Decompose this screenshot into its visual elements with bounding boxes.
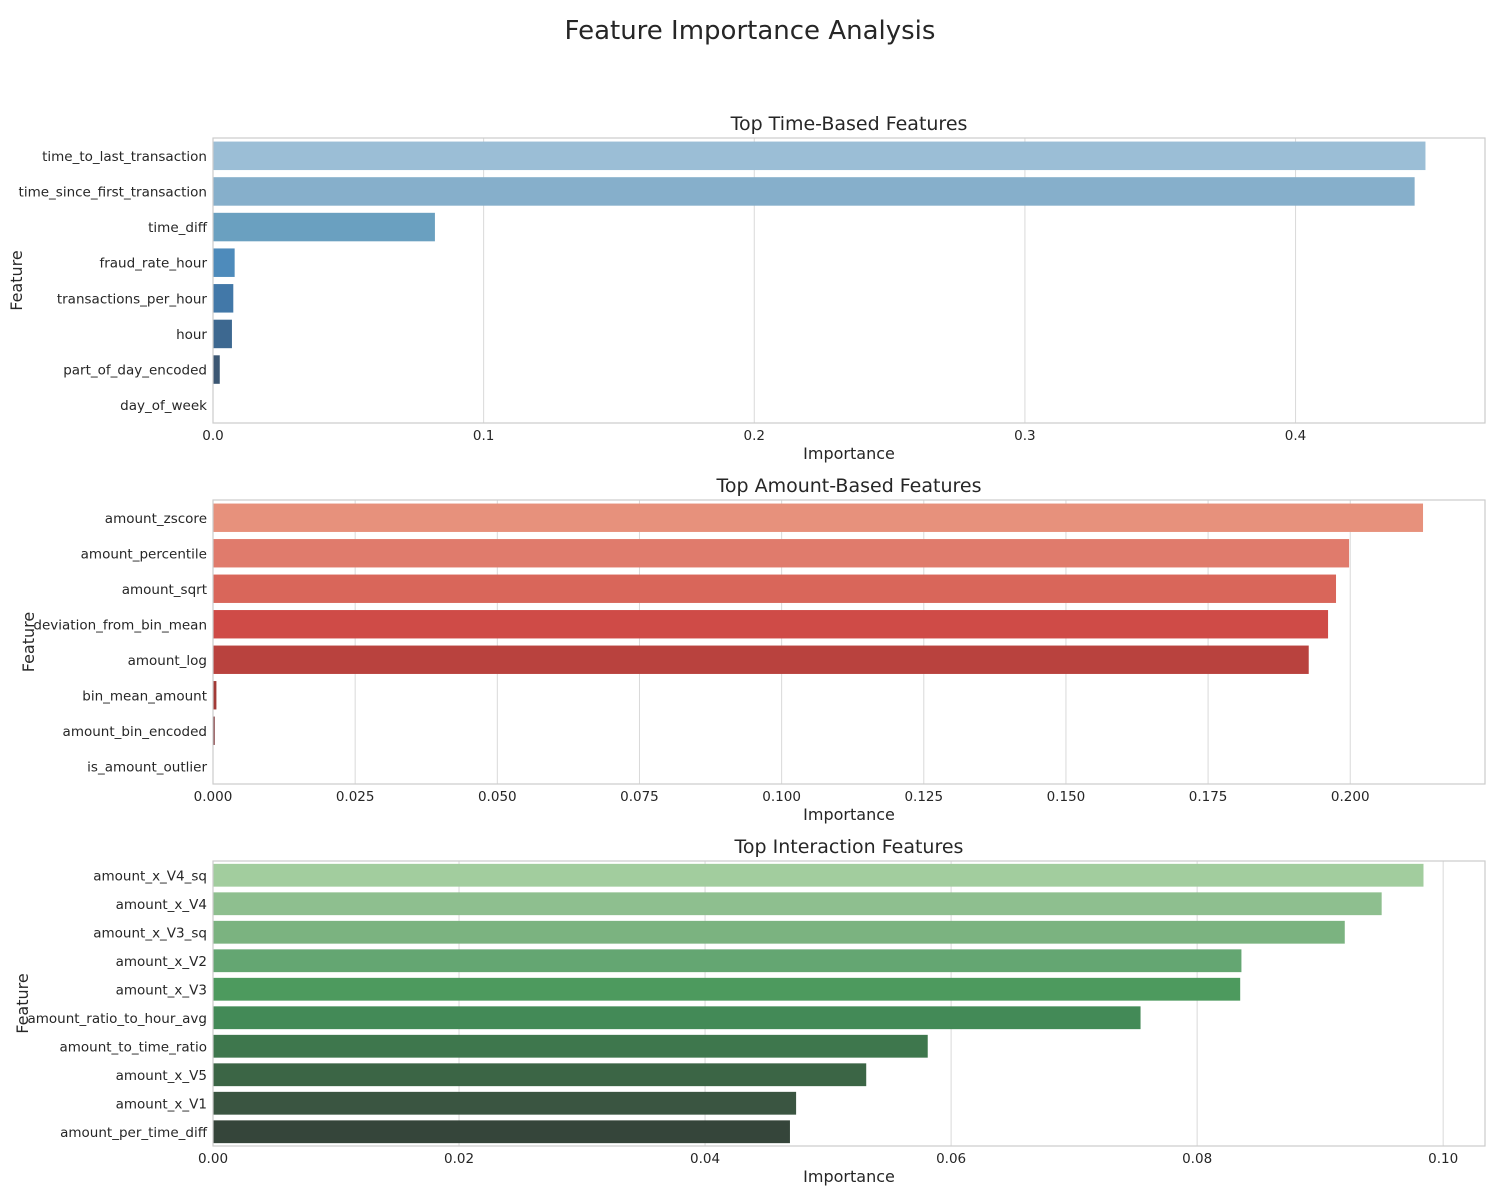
y-tick-label: time_diff (148, 220, 208, 236)
y-tick-label: amount_x_V3_sq (93, 925, 207, 941)
y-tick-label: amount_percentile (81, 546, 207, 562)
bar (213, 1063, 867, 1087)
x-axis-label: Importance (803, 1167, 895, 1186)
bar (213, 1091, 797, 1115)
x-tick-label: 0.000 (194, 789, 233, 805)
chart-panel-2: amount_x_V4_sq amount_x_V4 amount_x_V3_sqa… (13, 836, 1486, 1186)
chart-title: Top Interaction Features (734, 836, 964, 858)
y-tick-label: amount_bin_encoded (63, 724, 207, 740)
x-tick-label: 0.2 (744, 428, 765, 444)
y-tick-label: amount_x_V5 (116, 1068, 207, 1084)
bar (213, 610, 1329, 639)
y-tick-label: time_since_first_transaction (19, 184, 207, 200)
x-tick-label: 0.00 (198, 1151, 228, 1167)
y-tick-label: hour (176, 327, 207, 343)
y-tick-label: amount_x_V4 (116, 897, 207, 913)
bar (213, 539, 1350, 568)
bar (213, 977, 1241, 1001)
bar (213, 574, 1337, 603)
bar (213, 177, 1415, 206)
x-tick-label: 0.150 (1047, 789, 1086, 805)
x-axis-label: Importance (803, 805, 895, 824)
chart-title: Top Amount-Based Features (715, 475, 981, 497)
y-tick-label: fraud_rate_hour (99, 256, 207, 272)
y-tick-label: is_amount_outlier (87, 759, 207, 775)
bar (213, 892, 1382, 916)
x-axis-label: Importance (803, 444, 895, 463)
chart-panel-0: time_to_last_transaction time_since_first… (7, 113, 1486, 463)
x-tick-label: 0.04 (690, 1151, 720, 1167)
bar (213, 863, 1424, 887)
plot-frame (212, 860, 1486, 1147)
y-tick-label: day_of_week (120, 398, 207, 414)
y-tick-label: time_to_last_transaction (42, 149, 207, 165)
y-tick-label: amount_x_V1 (116, 1096, 207, 1112)
y-axis-label: Feature (7, 250, 26, 310)
bar (213, 141, 1426, 171)
x-tick-label: 0.3 (1014, 428, 1035, 444)
y-tick-label: amount_ratio_to_hour_avg (27, 1011, 207, 1027)
bar (213, 503, 1424, 532)
y-tick-label: amount_per_time_diff (60, 1125, 208, 1141)
plot-frame (212, 137, 1486, 424)
y-tick-label: deviation_from_bin_mean (33, 617, 207, 633)
bar (213, 284, 234, 313)
x-tick-label: 0.0 (202, 428, 223, 444)
bar (213, 1006, 1141, 1030)
x-tick-label: 0.08 (1182, 1151, 1212, 1167)
bar (213, 920, 1345, 944)
y-tick-label: amount_to_time_ratio (59, 1039, 207, 1055)
y-tick-label: bin_mean_amount (82, 688, 207, 704)
x-tick-label: 0.125 (904, 789, 943, 805)
y-axis-label: Feature (13, 973, 32, 1033)
x-tick-label: 0.200 (1331, 789, 1370, 805)
y-tick-label: amount_x_V2 (116, 954, 207, 970)
figure-title: Feature Importance Analysis (564, 16, 936, 46)
chart-panel-1: amount_zscore amount_percentile amount_sqr… (19, 475, 1486, 824)
y-tick-label: part_of_day_encoded (63, 363, 207, 379)
bar (213, 1120, 790, 1144)
x-tick-label: 0.06 (936, 1151, 966, 1167)
x-tick-label: 0.4 (1285, 428, 1306, 444)
chart-title: Top Time-Based Features (730, 113, 968, 135)
bar (213, 1034, 928, 1058)
bar (213, 645, 1309, 674)
x-tick-label: 0.075 (620, 789, 659, 805)
x-tick-label: 0.025 (336, 789, 375, 805)
plot-frame (212, 499, 1486, 785)
x-tick-label: 0.02 (444, 1151, 474, 1167)
bar (213, 355, 220, 384)
y-tick-label: amount_x_V4_sq (93, 868, 207, 884)
y-tick-label: transactions_per_hour (57, 291, 208, 307)
bar (213, 319, 232, 349)
x-tick-label: 0.10 (1428, 1151, 1458, 1167)
y-tick-label: amount_zscore (105, 511, 207, 527)
bar (213, 248, 235, 277)
x-tick-label: 0.1 (473, 428, 494, 444)
bar (213, 681, 217, 710)
x-tick-label: 0.050 (478, 789, 517, 805)
x-tick-label: 0.175 (1189, 789, 1228, 805)
bar (213, 212, 435, 242)
y-tick-label: amount_log (128, 653, 207, 669)
y-tick-label: amount_x_V3 (116, 982, 207, 998)
bar (213, 716, 215, 745)
x-tick-label: 0.100 (762, 789, 801, 805)
y-axis-label: Feature (19, 612, 38, 672)
y-tick-label: amount_sqrt (122, 582, 207, 598)
bar (213, 949, 1242, 973)
